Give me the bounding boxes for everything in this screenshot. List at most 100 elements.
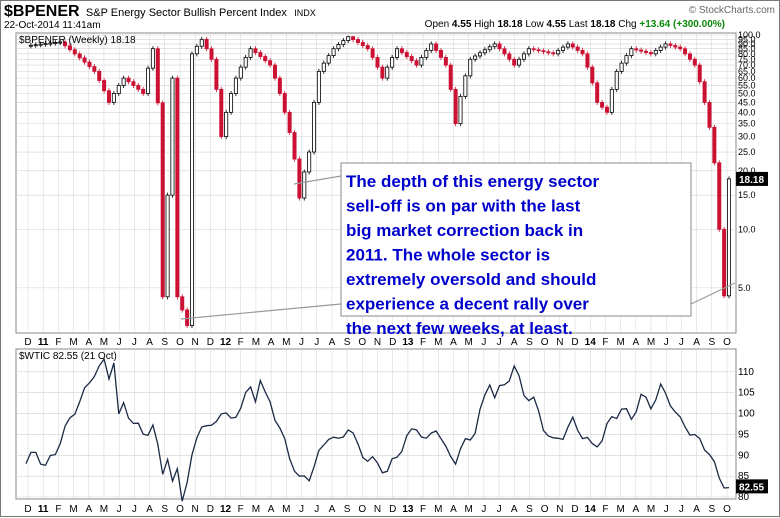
candlestick-series (28, 35, 732, 329)
candle-body (531, 48, 536, 51)
high-value: 18.18 (497, 19, 523, 30)
x-tick-label: S (344, 337, 351, 348)
candle-body (199, 38, 204, 47)
candle-body (438, 49, 443, 58)
candle-body (111, 93, 116, 103)
candle-body (399, 48, 404, 53)
candle-body (634, 48, 639, 51)
candle-body (697, 64, 702, 83)
candle-body (712, 126, 717, 164)
x-tick-label-lower: S (708, 504, 715, 515)
x-tick-label: O (541, 337, 549, 348)
upper-tick-label: 75.0 (738, 54, 756, 64)
candle-body (482, 49, 487, 54)
upper-tick-label: 25.0 (738, 147, 756, 157)
x-tick-label: N (374, 337, 381, 348)
candle-body (463, 75, 468, 97)
candle-body (424, 49, 429, 58)
candle-body (678, 46, 683, 50)
watermark: © StockCharts.com (688, 5, 775, 16)
candle-body (385, 66, 390, 79)
candle-body (33, 44, 38, 47)
x-tick-label-lower: J (497, 504, 502, 515)
x-tick-label: A (268, 337, 275, 348)
x-tick-label: A (632, 337, 639, 348)
candle-body (53, 42, 58, 44)
lower-tick-label: 105 (738, 388, 755, 399)
x-tick-label-lower: J (299, 504, 304, 515)
callout-box (340, 162, 692, 317)
candle-body (268, 60, 273, 66)
candle-body (370, 48, 375, 58)
candle-body (336, 44, 341, 50)
candle-body (175, 77, 180, 298)
x-tick-label: J (117, 337, 122, 348)
x-tick-label-lower: A (146, 504, 153, 515)
candle-body (165, 194, 170, 298)
candle-body (287, 111, 292, 133)
candle-body (180, 296, 185, 311)
x-tick-label-lower: A (511, 504, 518, 515)
candle-body (297, 158, 302, 199)
candle-body (258, 52, 263, 57)
candle-body (414, 60, 419, 66)
candle-body (727, 178, 732, 297)
x-tick-label-lower: O (541, 504, 549, 515)
candle-body (687, 53, 692, 60)
x-tick-label-lower: M (100, 504, 108, 515)
wtic-line-path (25, 357, 730, 502)
x-tick-label: D (207, 337, 214, 348)
candle-body (565, 43, 570, 48)
candle-body (526, 48, 531, 55)
callout-text-line: big market correction back in (346, 221, 583, 240)
x-tick-label: S (161, 337, 168, 348)
pointer-line-2014 (690, 282, 736, 305)
pointer-line-2012 (293, 175, 342, 185)
candle-body (585, 53, 590, 68)
x-tick-label-lower: 14 (585, 504, 597, 515)
candle-body (302, 171, 307, 199)
candle-body (189, 53, 194, 326)
candle-body (87, 61, 92, 68)
x-tick-label-lower: A (329, 504, 336, 515)
lower-grid (16, 349, 736, 499)
high-label: High (474, 19, 495, 30)
x-tick-label-lower: D (207, 504, 214, 515)
x-tick-label: S (526, 337, 533, 348)
x-tick-label: A (693, 337, 700, 348)
candle-body (346, 36, 351, 41)
candle-body (629, 48, 634, 57)
symbol-label: $BPENER (4, 3, 80, 20)
candle-body (102, 80, 107, 92)
candle-body (609, 88, 614, 113)
x-tick-label: M (647, 337, 655, 348)
lower-last-value-text: 82.55 (739, 482, 764, 493)
candle-body (316, 70, 321, 103)
candle-body (160, 102, 165, 298)
x-tick-label: N (556, 337, 563, 348)
callout-text-line: the next few weeks, at least. (346, 319, 573, 338)
x-tick-label: J (497, 337, 502, 348)
description-label: S&P Energy Sector Bullish Percent Index (85, 7, 287, 19)
candle-body (106, 90, 111, 103)
candle-body (541, 50, 546, 53)
upper-tick-label: 55.0 (738, 80, 756, 90)
candle-body (155, 48, 160, 104)
candle-body (67, 45, 72, 51)
candle-body (487, 46, 492, 51)
candle-body (395, 48, 400, 58)
candle-body (468, 58, 473, 77)
x-tick-label-lower: O (176, 504, 184, 515)
callout-text-line: 2011. The whole sector is (346, 246, 550, 265)
open-value: 4.55 (451, 19, 472, 30)
candle-body (116, 85, 121, 94)
candle-body (170, 77, 175, 196)
candle-body (97, 70, 102, 81)
upper-tick-label: 70.0 (738, 60, 756, 70)
candle-body (648, 52, 653, 55)
candle-body (497, 43, 502, 50)
candle-body (644, 50, 649, 53)
candle-body (673, 45, 678, 48)
x-tick-label: J (481, 337, 486, 348)
candle-body (590, 66, 595, 84)
